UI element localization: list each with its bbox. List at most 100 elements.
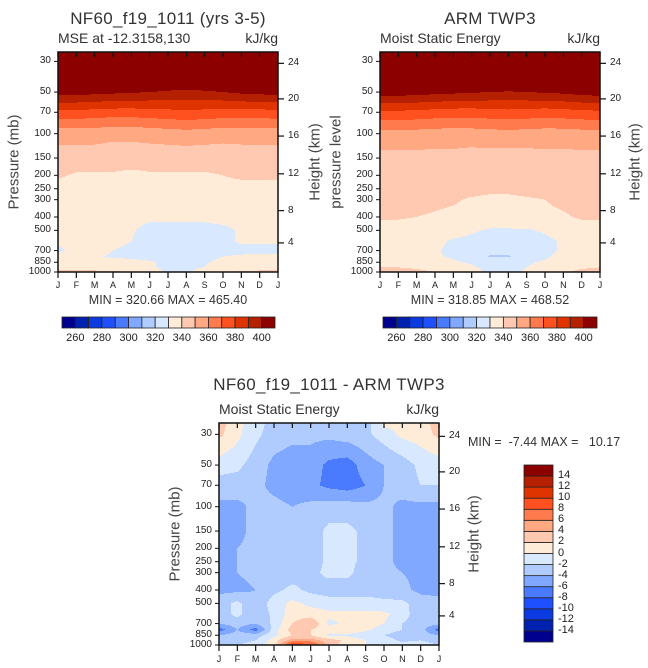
contour-band-segment xyxy=(58,254,108,256)
contour-band-segment xyxy=(219,515,246,517)
contour-band-segment xyxy=(284,449,362,451)
contour-band-segment xyxy=(266,479,321,481)
contour-band-segment xyxy=(578,218,600,220)
contour-band-segment xyxy=(219,490,268,492)
contour-band-segment xyxy=(58,80,278,82)
pressure-tick-label: 100 xyxy=(195,500,212,512)
contour-band-segment xyxy=(357,546,393,548)
contour-band-segment xyxy=(400,630,426,632)
contour-band-segment xyxy=(464,262,535,264)
contour-band-segment xyxy=(380,177,600,179)
contour-band-segment xyxy=(58,75,278,77)
contour-band-segment xyxy=(219,635,263,637)
contour-band-segment xyxy=(480,92,537,94)
contour-band-segment xyxy=(380,82,600,84)
contour-band-segment xyxy=(58,190,278,192)
contour-band-segment xyxy=(219,466,242,468)
contour-band-segment xyxy=(405,601,439,603)
contour-band-segment xyxy=(573,149,600,151)
contour-band-segment xyxy=(238,547,323,549)
contour-band-segment xyxy=(322,564,355,566)
contour-band-segment xyxy=(231,448,254,450)
contour-band-segment xyxy=(393,560,439,562)
contour-band-segment xyxy=(554,206,600,208)
contour-band-segment xyxy=(425,629,435,631)
contour-band-segment xyxy=(407,619,439,621)
contour-band-segment xyxy=(246,524,328,526)
contour-band-segment xyxy=(425,449,439,451)
contour-band-segment xyxy=(58,111,278,113)
colorbar-swatch xyxy=(221,316,236,329)
contour-band-segment xyxy=(431,428,439,430)
contour-band-segment xyxy=(399,219,581,221)
contour-band-segment xyxy=(243,425,264,427)
contour-band-segment xyxy=(380,248,442,250)
contour-band-segment xyxy=(323,542,357,544)
contour-band-segment xyxy=(58,121,278,123)
contour-band-segment xyxy=(225,624,249,626)
contour-band-segment xyxy=(219,511,246,513)
contour-band-segment xyxy=(379,496,439,498)
contour-band-segment xyxy=(353,461,378,463)
min-max-label: MIN = 320.66 MAX = 465.40 xyxy=(88,293,248,307)
contour-band-segment xyxy=(58,202,278,204)
contour-band-segment xyxy=(58,228,138,230)
contour-band-segment xyxy=(356,562,393,564)
pressure-tick-label: 50 xyxy=(361,85,373,97)
contour-band-segment xyxy=(58,262,156,264)
contour-band-segment xyxy=(281,625,291,627)
contour-band-segment xyxy=(280,639,290,641)
contour-band-segment xyxy=(235,444,256,446)
contour-band-segment xyxy=(579,269,600,271)
contour-band-segment xyxy=(294,600,403,602)
contour-band-segment xyxy=(58,141,278,143)
contour-band-segment xyxy=(246,519,393,521)
colorbar-swatch xyxy=(523,519,554,532)
contour-band-segment xyxy=(326,462,354,464)
contour-band-segment xyxy=(219,605,231,607)
contour-band-segment xyxy=(310,617,311,619)
contour-band-segment xyxy=(380,495,439,497)
contour-band-segment xyxy=(219,575,240,577)
contour-band-segment xyxy=(234,472,267,474)
contour-band-segment xyxy=(58,74,278,76)
contour-band-segment xyxy=(395,503,439,505)
colorbar-swatch xyxy=(382,316,397,329)
contour-band-segment xyxy=(230,625,245,627)
contour-band-segment xyxy=(219,539,244,541)
contour-band-segment xyxy=(232,228,278,230)
contour-band-segment xyxy=(224,593,276,595)
contour-band-segment xyxy=(556,251,600,253)
contour-band-segment xyxy=(268,608,285,610)
contour-band-segment xyxy=(419,445,439,447)
contour-band-segment xyxy=(362,479,384,481)
contour-band-segment xyxy=(380,216,418,218)
contour-band-segment xyxy=(225,629,237,631)
contour-band-segment xyxy=(403,600,439,602)
contour-band-segment xyxy=(263,431,371,433)
contour-band-segment xyxy=(248,582,409,584)
contour-band-segment xyxy=(403,573,439,575)
contour-band-segment xyxy=(320,485,365,487)
contour-band-segment xyxy=(311,617,388,619)
contour-band-segment xyxy=(380,238,454,240)
contour-band-segment xyxy=(267,475,322,477)
contour-band-segment xyxy=(380,228,490,230)
contour-band-segment xyxy=(363,450,393,452)
contour-band-segment xyxy=(233,592,278,594)
contour-band-segment xyxy=(285,613,389,615)
contour-band-segment xyxy=(62,177,230,179)
colorbar-label: 300 xyxy=(119,332,138,344)
contour-band-segment xyxy=(290,632,311,634)
contour-band-segment xyxy=(407,578,439,580)
contour-band-segment xyxy=(355,463,381,465)
contour-band-segment xyxy=(574,217,600,219)
contour-band-segment xyxy=(139,142,278,144)
contour-band-segment xyxy=(401,437,437,439)
contour-band-segment xyxy=(268,464,323,466)
contour-band-segment xyxy=(325,463,355,465)
contour-band-segment xyxy=(380,259,453,261)
contour-band-segment xyxy=(328,460,352,462)
pressure-tick-label: 500 xyxy=(34,224,51,236)
contour-band-segment xyxy=(406,577,439,579)
